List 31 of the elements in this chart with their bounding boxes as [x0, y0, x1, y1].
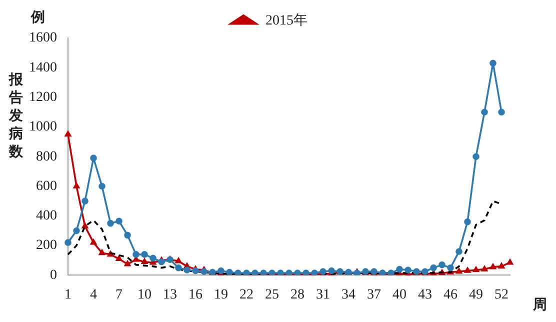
x-tick-label: 25	[265, 287, 279, 302]
legend-label: 2015年	[266, 12, 308, 29]
x-tick-label: 43	[418, 287, 432, 302]
x-tick-label: 31	[316, 287, 330, 302]
x-tick-label: 1	[64, 287, 72, 302]
y-tick-label: 800	[36, 149, 57, 164]
y-tick-label: 200	[36, 238, 57, 254]
y-tick-label: 1600	[29, 30, 57, 46]
x-tick-label: 40	[392, 287, 406, 302]
text: 例	[30, 10, 45, 26]
y-tick-label: 1000	[29, 120, 57, 135]
x-tick-label: 4	[90, 287, 97, 302]
y-tick-label: 0	[50, 268, 57, 283]
x-tick-label: 7	[116, 287, 122, 302]
y-axis-title: 报告发病数	[8, 72, 24, 160]
x-tick-label: 10	[138, 287, 152, 302]
y-tick-label: 400	[36, 208, 57, 224]
x-tick-label: 34	[342, 287, 356, 302]
y-tick-label: 1400	[29, 60, 57, 76]
y-tick-label: 1200	[29, 90, 57, 105]
x-tick-label: 22	[240, 287, 254, 302]
x-tick-label: 37	[367, 287, 381, 302]
x-tick-label: 13	[163, 287, 177, 302]
x-tick-label: 49	[469, 287, 483, 302]
x-tick-label: 19	[214, 287, 228, 302]
x-tick-label: 46	[444, 287, 458, 302]
x-axis-title: 周	[532, 296, 547, 313]
x-tick-label: 16	[188, 287, 202, 302]
y-tick-label: 600	[36, 178, 57, 194]
x-tick-label: 28	[290, 287, 304, 302]
x-tick-label: 52	[494, 287, 508, 302]
